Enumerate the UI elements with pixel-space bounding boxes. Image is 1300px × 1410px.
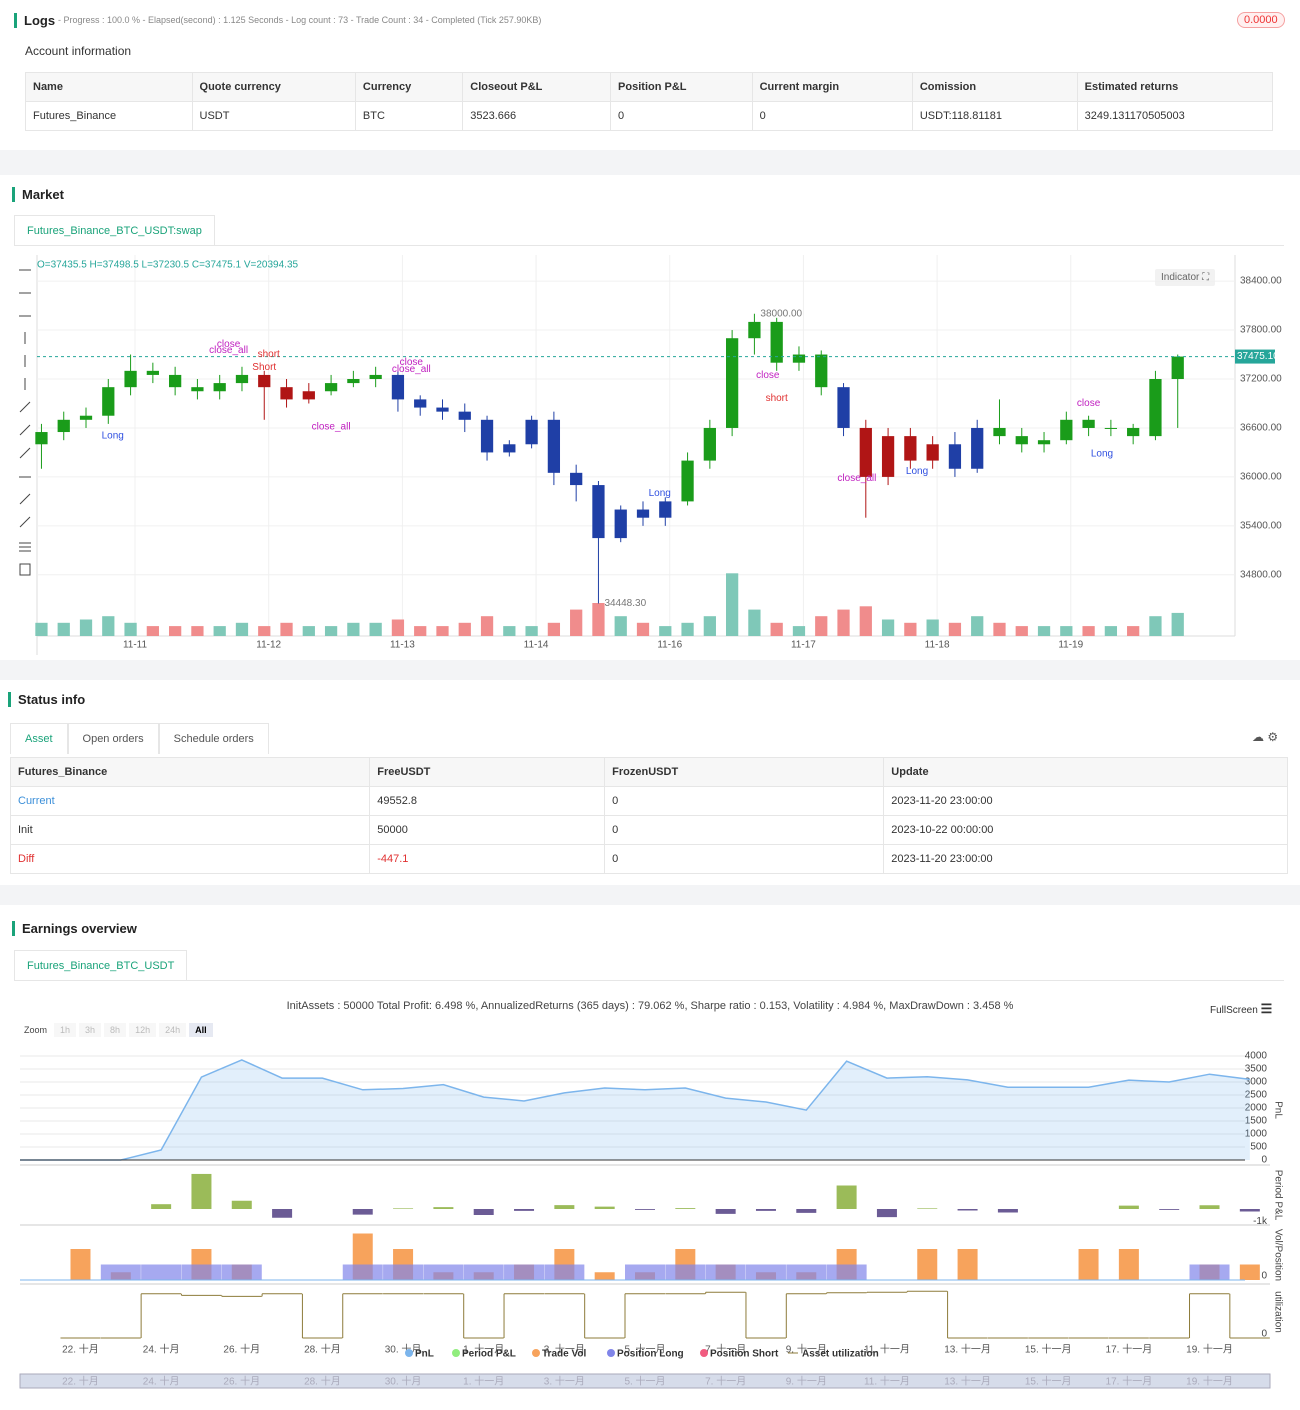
header-cell: FreeUSDT (369, 757, 606, 787)
toolbar-icons[interactable]: ☁ ⚙ (1252, 730, 1279, 744)
header-cell: Update (883, 757, 1288, 787)
table-row: Init 50000 0 2023-10-22 00:00:00 (9, 815, 1288, 845)
market-title: Market (12, 187, 64, 202)
table-cell: 2023-10-22 00:00:00 (883, 815, 1288, 845)
zoom-label: Zoom (24, 1025, 48, 1035)
table-row: Futures_Binance USDT BTC 3523.666 0 0 USDT:118… (25, 101, 1274, 131)
table-cell: 2023-11-20 23:00:00 (883, 786, 1288, 816)
table-cell: 2023-11-20 23:00:00 (883, 844, 1288, 874)
table-row: Current 49552.8 0 2023-11-20 23:00:00 (9, 786, 1288, 816)
table-cell: 3523.666 (462, 101, 612, 131)
status-title: Status info (8, 692, 85, 707)
status-tab[interactable]: Schedule orders (158, 723, 269, 754)
header-cell: Closeout P&L (462, 72, 612, 102)
header-cell: FrozenUSDT (604, 757, 885, 787)
table-cell: 0 (604, 786, 885, 816)
header-cell: Futures_Binance (9, 757, 371, 787)
logs-summary: - Progress : 100.0 % - Elapsed(second) :… (58, 15, 542, 25)
status-tab[interactable]: Asset (10, 723, 68, 754)
table-cell: -447.1 (369, 844, 606, 874)
earnings-panel: Earnings overview Futures_Binance_BTC_US… (0, 905, 1300, 1410)
tab-line (14, 980, 1284, 981)
table-cell: 0 (610, 101, 753, 131)
badge: 0.0000 (1237, 12, 1285, 28)
header-cell: Current margin (751, 72, 913, 102)
zoom-button[interactable]: 3h (79, 1023, 102, 1037)
table-cell: Init (9, 815, 371, 845)
status-tabs: Asset Open orders Schedule orders (10, 723, 269, 754)
fullscreen-label: FullScreen (1210, 1005, 1258, 1016)
header-cell: Estimated returns (1076, 72, 1274, 102)
earnings-tab[interactable]: Futures_Binance_BTC_USDT (14, 950, 188, 981)
zoom-button[interactable]: 1h (54, 1023, 77, 1037)
market-panel: Market Futures_Binance_BTC_USDT:swap Ind… (0, 175, 1300, 660)
tab-line (14, 245, 1284, 246)
account-title: Account information (25, 44, 132, 58)
logs-title: Logs (14, 13, 55, 28)
zoom-button[interactable]: All (189, 1023, 213, 1037)
header-cell: Quote currency (191, 72, 356, 102)
account-table: Name Quote currency Currency Closeout P&L Po… (25, 72, 1274, 131)
table-cell: BTC (354, 101, 464, 131)
table-cell: 0 (604, 844, 885, 874)
header-cell: Name (25, 72, 193, 102)
table-cell: USDT:118.81181 (911, 101, 1078, 131)
table-cell: USDT (191, 101, 356, 131)
logs-panel: Logs - Progress : 100.0 % - Elapsed(seco… (0, 0, 1300, 150)
table-cell: 50000 (369, 815, 606, 845)
table-cell: 0 (604, 815, 885, 845)
table-cell: Current (9, 786, 371, 816)
zoom-button[interactable]: 8h (104, 1023, 127, 1037)
table-row: Diff -447.1 0 2023-11-20 23:00:00 (9, 844, 1288, 874)
zoom-button[interactable]: 24h (159, 1023, 187, 1037)
header-cell: Position P&L (610, 72, 753, 102)
table-cell: 3249.131170505003 (1076, 101, 1274, 131)
indicator-button[interactable]: Indicator ⛶ (1155, 269, 1216, 286)
earnings-summary: InitAssets : 50000 Total Profit: 6.498 %… (286, 1000, 1014, 1012)
header-row: Futures_Binance FreeUSDT FrozenUSDT Update (9, 757, 1288, 787)
status-table: Futures_Binance FreeUSDT FrozenUSDT Update C… (9, 757, 1288, 874)
status-panel: Status info Asset Open orders Schedule ord… (0, 680, 1300, 885)
fullscreen-button[interactable]: FullScreen ☰ (1210, 1001, 1273, 1016)
status-tab[interactable]: Open orders (67, 723, 159, 754)
header-cell: Comission (911, 72, 1078, 102)
table-cell: 49552.8 (369, 786, 606, 816)
table-cell: 0 (751, 101, 913, 131)
indicator-label: Indicator (1161, 272, 1200, 283)
header-cell: Currency (354, 72, 464, 102)
table-cell: Diff (9, 844, 371, 874)
table-cell: Futures_Binance (25, 101, 193, 131)
header-row: Name Quote currency Currency Closeout P&L Po… (25, 72, 1274, 102)
earnings-title: Earnings overview (12, 921, 137, 936)
market-tab[interactable]: Futures_Binance_BTC_USDT:swap (14, 215, 215, 246)
zoom-bar: Zoom 1h 3h 8h 12h 24h All (20, 1023, 213, 1037)
zoom-button[interactable]: 12h (129, 1023, 157, 1037)
